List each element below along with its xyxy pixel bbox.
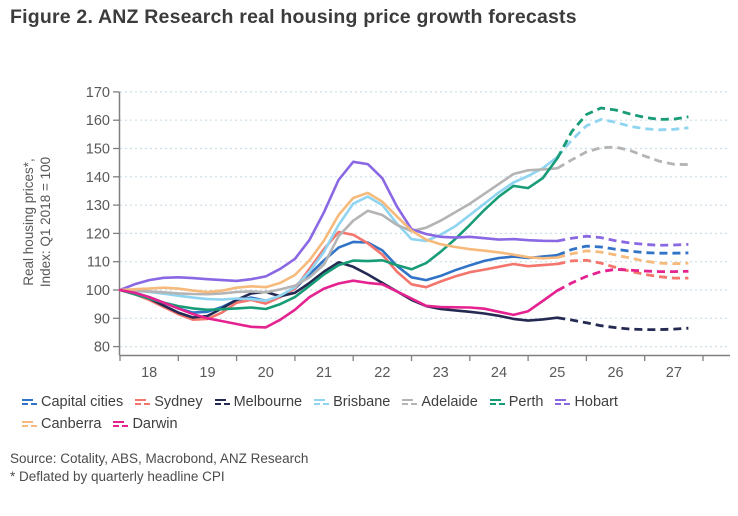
- legend-line-swatch: [489, 398, 506, 406]
- source-line: Source: Cotality, ABS, Macrobond, ANZ Re…: [10, 451, 309, 466]
- x-tick-label: 18: [141, 365, 157, 381]
- series-line-actual: [118, 260, 559, 322]
- x-tick-label: 26: [607, 365, 623, 381]
- legend-line-swatch: [555, 398, 572, 406]
- series-line-actual: [118, 160, 559, 292]
- y-tick-label: 150: [86, 142, 110, 158]
- legend-line-swatch: [22, 420, 38, 428]
- legend-label: Perth: [508, 394, 544, 410]
- x-tick-label: 23: [433, 365, 449, 381]
- y-tick-label: 170: [86, 85, 110, 101]
- y-tick-label: 120: [86, 226, 110, 242]
- chart-svg: 80 90 100 110 120 130 140 150 160 170 18 19 20 21 22 23…: [21, 85, 730, 381]
- y-tick-label: 90: [94, 311, 110, 327]
- legend-item: Perth: [489, 394, 544, 410]
- y-tick-label: 80: [94, 340, 110, 356]
- legend-item: Melbourne: [214, 394, 303, 410]
- series-line-forecast: [556, 106, 689, 160]
- series-line-actual: [118, 279, 559, 329]
- y-tick-label: 130: [86, 198, 110, 214]
- chart-legend: Capital cities Sydney Melbourne Brisbane Ade…: [22, 394, 734, 438]
- legend-line-swatch: [22, 398, 38, 406]
- series-line-forecast: [556, 118, 689, 158]
- legend-item: Capital cities: [22, 394, 123, 410]
- x-tick-label: 24: [491, 365, 507, 381]
- legend-label: Sydney: [154, 394, 203, 410]
- x-tick-label: 25: [549, 365, 565, 381]
- x-tick-label: 20: [258, 365, 274, 381]
- series-line-forecast: [557, 316, 689, 332]
- series-line-actual: [118, 191, 559, 294]
- y-tick-label: 100: [86, 283, 110, 299]
- x-tick-label: 21: [316, 365, 332, 381]
- x-tick-label: 27: [666, 365, 682, 381]
- series-line-forecast: [556, 267, 689, 292]
- series-line-actual: [118, 157, 559, 312]
- series-line-forecast: [556, 244, 689, 257]
- legend-item: Hobart: [555, 394, 618, 410]
- legend-line-swatch: [402, 398, 419, 406]
- series-line-forecast: [556, 249, 689, 266]
- legend-label: Melbourne: [233, 394, 303, 410]
- legend-label: Darwin: [132, 416, 178, 432]
- y-tick-label: 140: [86, 170, 110, 186]
- figure-title: Figure 2. ANZ Research real housing pric…: [10, 6, 577, 28]
- source-note: Source: Cotality, ABS, Macrobond, ANZ Re…: [10, 450, 308, 486]
- legend-label: Adelaide: [421, 394, 478, 410]
- y-tick-label: 110: [87, 255, 110, 271]
- series-line-actual: [118, 167, 559, 296]
- legend-label: Hobart: [574, 394, 618, 410]
- series-line-actual: [118, 240, 559, 314]
- legend-item: Sydney: [135, 394, 203, 410]
- legend-line-swatch: [214, 398, 231, 406]
- legend-label: Capital cities: [41, 394, 124, 410]
- legend-row: Canberra Darwin: [22, 416, 734, 432]
- legend-item: Brisbane: [314, 394, 390, 410]
- legend-item: Adelaide: [402, 394, 478, 410]
- legend-item: Darwin: [113, 416, 178, 432]
- series-line-actual: [118, 230, 559, 322]
- legend-line-swatch: [113, 420, 130, 428]
- legend-label: Brisbane: [333, 394, 391, 410]
- y-tick-label: 160: [86, 113, 110, 129]
- footnote-line: * Deflated by quarterly headline CPI: [10, 469, 225, 484]
- y-axis-title: Real housing prices*,: [21, 158, 36, 286]
- legend-line-swatch: [135, 398, 152, 406]
- series-line-actual: [118, 155, 559, 303]
- y-axis-title: Index: Q1 2018 = 100: [38, 157, 53, 287]
- series-line-forecast: [557, 234, 689, 247]
- x-tick-label: 22: [374, 365, 390, 381]
- legend-label: Canberra: [41, 416, 102, 432]
- legend-row: Capital cities Sydney Melbourne Brisbane Ade…: [22, 394, 734, 410]
- series-line-forecast: [556, 145, 689, 170]
- legend-item: Canberra: [22, 416, 101, 432]
- legend-line-swatch: [314, 398, 331, 406]
- x-tick-label: 19: [199, 365, 215, 381]
